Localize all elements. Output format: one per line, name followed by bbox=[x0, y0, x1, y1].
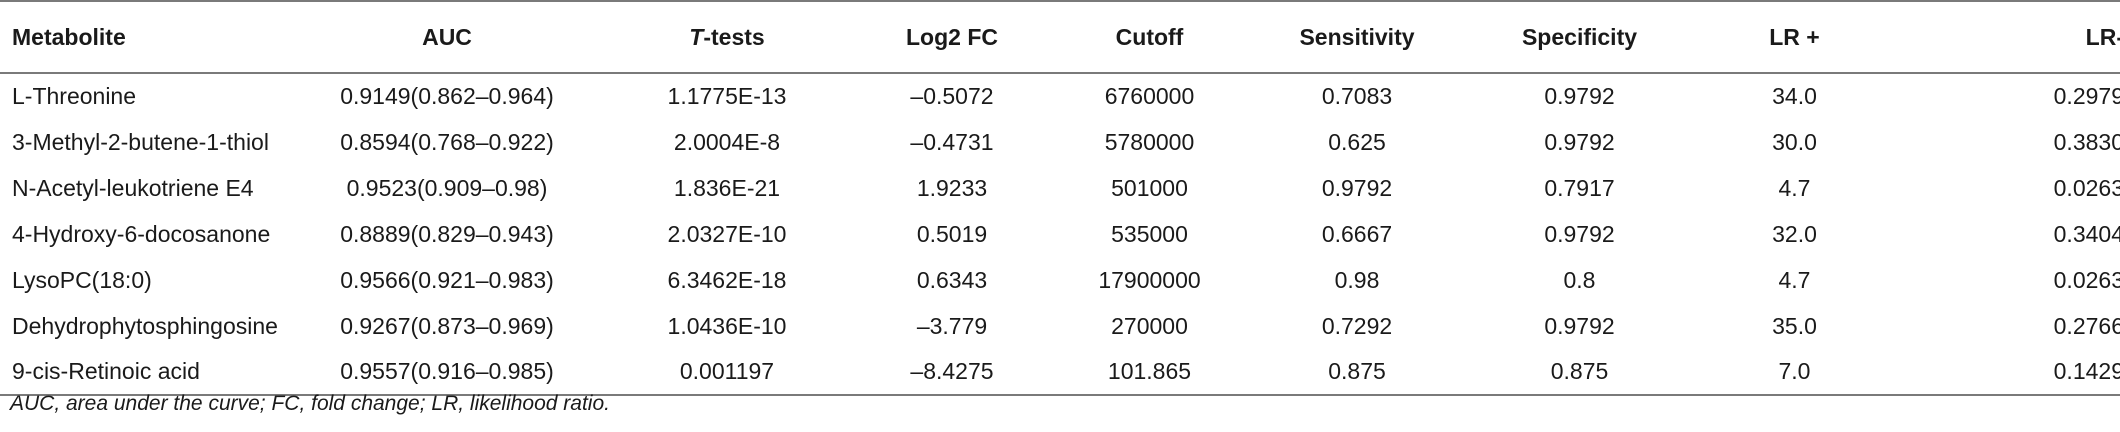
cell-auc: 0.9523(0.909–0.98) bbox=[346, 174, 548, 201]
header-lr-plus: LR + bbox=[1702, 0, 1887, 74]
cell-specificity: 0.9792 bbox=[1544, 220, 1615, 247]
cell-lr-plus: 4.7 bbox=[1778, 266, 1811, 293]
cell-lr-minus: 0.3404 bbox=[2053, 220, 2120, 247]
cell-specificity: 0.875 bbox=[1457, 349, 1702, 396]
cell-sensitivity: 0.98 bbox=[1334, 266, 1380, 293]
cell-cutoff: 17900000 bbox=[1098, 266, 1201, 293]
header-row: Metabolite AUC T-tests Log2 FC Cutoff Se… bbox=[0, 0, 2120, 74]
cell-t-tests: 2.0004E-8 bbox=[673, 128, 781, 155]
cell-t-tests: 1.836E-21 bbox=[673, 174, 781, 201]
cell-metabolite: 9-cis-Retinoic acid bbox=[0, 349, 302, 396]
cell-metabolite: 4-Hydroxy-6-docosanone bbox=[12, 220, 271, 247]
cell-metabolite: N-Acetyl-leukotriene E4 bbox=[12, 174, 254, 201]
table-row: 3-Methyl-2-butene-1-thiol 0.8594(0.768–0… bbox=[0, 119, 2120, 165]
cell-auc: 0.9149(0.862–0.964) bbox=[340, 83, 554, 109]
header-auc: AUC bbox=[302, 0, 592, 74]
cell-lr-minus: 0.3830 bbox=[2053, 128, 2120, 155]
cell-t-tests: 6.3462E-18 bbox=[667, 266, 787, 293]
header-lr-minus: LR- bbox=[1887, 0, 2120, 74]
header-log2fc: Log2 FC bbox=[862, 0, 1042, 74]
cell-lr-plus: 30.0 bbox=[1772, 128, 1817, 155]
cell-lr-plus: 32.0 bbox=[1772, 220, 1817, 247]
cell-cutoff: 101.865 bbox=[1042, 349, 1257, 396]
cell-sensitivity: 0.6667 bbox=[1321, 220, 1393, 247]
cell-lr-minus: 0.0263 bbox=[2053, 266, 2120, 293]
table-row: L-Threonine 0.9149(0.862–0.964) 1.1775E-… bbox=[0, 73, 2120, 119]
cell-log2fc: 0.6343 bbox=[916, 266, 988, 293]
cell-metabolite: LysoPC(18:0) bbox=[12, 266, 152, 293]
cell-auc: 0.8889(0.829–0.943) bbox=[340, 220, 554, 247]
cell-t-tests: 1.1775E-13 bbox=[667, 83, 787, 109]
header-t-tests: T-tests bbox=[592, 0, 862, 74]
cell-log2fc: –0.4731 bbox=[910, 128, 994, 155]
cell-metabolite: 3-Methyl-2-butene-1-thiol bbox=[12, 128, 269, 155]
cell-auc: 0.8594(0.768–0.922) bbox=[340, 128, 554, 155]
cell-lr-plus: 4.7 bbox=[1778, 174, 1811, 201]
table-row: LysoPC(18:0) 0.9566(0.921–0.983) 6.3462E… bbox=[0, 257, 2120, 303]
cell-cutoff: 6760000 bbox=[1104, 83, 1195, 109]
cell-lr-minus: 0.0263 bbox=[2053, 174, 2120, 201]
cell-lr-plus: 35.0 bbox=[1772, 312, 1817, 339]
table-row: N-Acetyl-leukotriene E4 0.9523(0.909–0.9… bbox=[0, 165, 2120, 211]
cell-sensitivity: 0.9792 bbox=[1321, 174, 1393, 201]
cell-lr-plus: 7.0 bbox=[1702, 349, 1887, 396]
cell-log2fc: –3.779 bbox=[916, 312, 988, 339]
cell-cutoff: 501000 bbox=[1111, 174, 1188, 201]
cell-sensitivity: 0.875 bbox=[1257, 349, 1457, 396]
cell-cutoff: 270000 bbox=[1111, 312, 1188, 339]
cell-specificity: 0.7917 bbox=[1544, 174, 1615, 201]
header-sensitivity: Sensitivity bbox=[1257, 0, 1457, 74]
cell-auc: 0.9566(0.921–0.983) bbox=[340, 266, 554, 293]
header-specificity: Specificity bbox=[1457, 0, 1702, 74]
header-cutoff: Cutoff bbox=[1042, 0, 1257, 74]
cell-specificity: 0.9792 bbox=[1544, 312, 1615, 339]
cell-sensitivity: 0.7083 bbox=[1321, 83, 1393, 109]
cell-specificity: 0.9792 bbox=[1544, 83, 1615, 109]
cell-t-tests: 1.0436E-10 bbox=[667, 312, 787, 339]
metabolite-table: Metabolite AUC T-tests Log2 FC Cutoff Se… bbox=[0, 0, 2120, 396]
cell-auc: 0.9267(0.873–0.969) bbox=[340, 312, 554, 339]
table-row: 4-Hydroxy-6-docosanone 0.8889(0.829–0.94… bbox=[0, 211, 2120, 257]
cell-t-tests: 2.0327E-10 bbox=[667, 220, 787, 247]
header-tests-suffix: -tests bbox=[703, 23, 765, 50]
cell-auc: 0.9557(0.916–0.985) bbox=[302, 349, 592, 396]
cell-sensitivity: 0.625 bbox=[1328, 128, 1386, 155]
cell-sensitivity: 0.7292 bbox=[1321, 312, 1393, 339]
cell-log2fc: 1.9233 bbox=[916, 174, 988, 201]
cell-cutoff: 535000 bbox=[1111, 220, 1188, 247]
cell-metabolite: Dehydrophytosphingosine bbox=[12, 312, 278, 339]
cell-metabolite: L-Threonine bbox=[12, 83, 137, 109]
table-footnote: AUC, area under the curve; FC, fold chan… bbox=[10, 392, 610, 415]
table-row: 9-cis-Retinoic acid 0.9557(0.916–0.985) … bbox=[0, 349, 2120, 396]
cell-cutoff: 5780000 bbox=[1104, 128, 1195, 155]
header-metabolite: Metabolite bbox=[0, 0, 302, 74]
table-row: Dehydrophytosphingosine 0.9267(0.873–0.9… bbox=[0, 303, 2120, 349]
cell-log2fc: –0.5072 bbox=[910, 83, 994, 109]
cell-specificity: 0.9792 bbox=[1544, 128, 1615, 155]
cell-log2fc: 0.5019 bbox=[916, 220, 988, 247]
cell-lr-plus: 34.0 bbox=[1772, 83, 1817, 109]
cell-t-tests: 0.001197 bbox=[592, 349, 862, 396]
cell-lr-minus: 0.2979 bbox=[2053, 83, 2120, 109]
cell-log2fc: –8.4275 bbox=[862, 349, 1042, 396]
header-t-letter: T bbox=[689, 23, 704, 50]
cell-lr-minus: 0.2766 bbox=[2053, 312, 2120, 339]
cell-specificity: 0.8 bbox=[1563, 266, 1596, 293]
cell-lr-minus: 0.1429 bbox=[1887, 349, 2120, 396]
